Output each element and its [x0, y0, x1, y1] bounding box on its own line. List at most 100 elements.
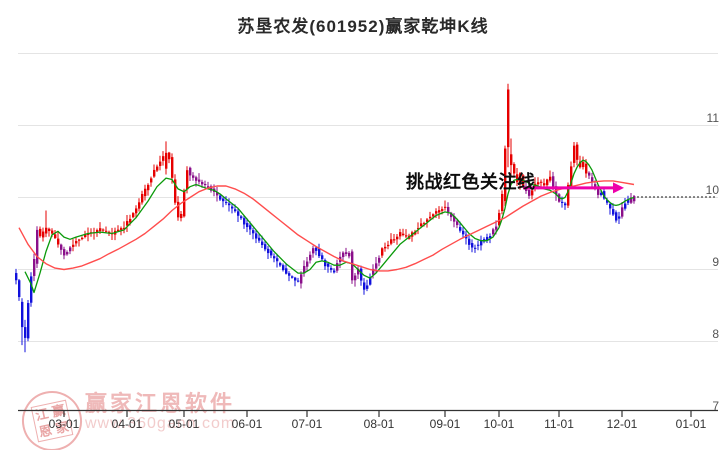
page-title: 苏垦农发(601952)赢家乾坤K线 [237, 17, 489, 36]
candle-body [258, 237, 261, 241]
candle-body [177, 201, 180, 218]
candle-body [567, 184, 570, 206]
candle-body [429, 216, 432, 219]
candle-body [501, 193, 504, 212]
candle-body [129, 218, 132, 223]
candle-body [609, 203, 612, 209]
candle-body [132, 213, 135, 218]
candle-body [252, 230, 255, 234]
candle-body [462, 230, 465, 235]
candle-body [144, 188, 147, 197]
candle-body [99, 228, 102, 232]
candle-body [120, 228, 123, 230]
x-axis-label-03-01: 03-01 [48, 417, 80, 431]
candle-body [570, 166, 573, 188]
candle-body [573, 145, 576, 163]
candle-body [441, 209, 444, 211]
candle-body [78, 239, 81, 241]
candle-body [249, 225, 252, 230]
candle-body [135, 208, 138, 214]
candle-body [294, 277, 297, 281]
candle-body [21, 301, 24, 328]
candle-body [324, 260, 327, 267]
x-axis-label-06-01: 06-01 [231, 417, 263, 431]
candle-body [189, 167, 192, 176]
candle-body [108, 231, 111, 233]
candle-body [444, 206, 447, 208]
candle-body [561, 201, 564, 203]
candle-body [564, 203, 567, 206]
candle-body [168, 152, 171, 160]
candle-body [612, 209, 615, 215]
candle-body [540, 181, 543, 183]
candle-body [582, 162, 585, 168]
candle-body [33, 258, 36, 276]
candle-body [270, 250, 273, 256]
candle-body [417, 228, 420, 230]
candle-body [60, 244, 63, 250]
candle-body [126, 221, 129, 226]
candle-body [423, 223, 426, 225]
candle-body [192, 175, 195, 178]
candle-body [351, 251, 354, 281]
candle-body [51, 230, 54, 234]
candle-body [459, 227, 462, 231]
candle-body [531, 190, 534, 196]
candle-body [240, 216, 243, 219]
candle-body [264, 244, 267, 250]
candle-body [276, 258, 279, 262]
candle-body [576, 144, 579, 160]
candle-body [234, 209, 237, 212]
candle-body [318, 248, 321, 257]
candle-body [201, 181, 204, 185]
candle-body [279, 263, 282, 266]
candle-body [24, 327, 27, 338]
candle-body [402, 233, 405, 236]
candle-body [147, 184, 150, 191]
candle-body [159, 161, 162, 166]
candle-body [432, 214, 435, 217]
candle-body [84, 234, 87, 238]
candle-body [477, 244, 480, 246]
candle-body [186, 170, 189, 190]
candle-body [627, 199, 630, 203]
candle-body [375, 263, 378, 269]
candle-body [549, 176, 552, 181]
y-axis-label-10: 10 [705, 183, 719, 197]
candle-body [621, 207, 624, 217]
candle-body [36, 229, 39, 264]
candle-body [297, 280, 300, 282]
candle-body [588, 172, 591, 176]
candle-body [27, 303, 30, 339]
candle-body [267, 248, 270, 254]
candle-body [69, 247, 72, 252]
candle-body [453, 216, 456, 222]
candle-body [396, 236, 399, 240]
candle-body [45, 227, 48, 234]
candle-body [291, 276, 294, 278]
candle-body [48, 228, 51, 232]
candle-body [321, 255, 324, 260]
candle-body [498, 213, 501, 226]
candle-body [543, 183, 546, 186]
trend-arrow-head-icon [613, 182, 624, 194]
candle-body [222, 198, 225, 202]
candle-body [591, 177, 594, 182]
candle-body [180, 213, 183, 219]
candle-body [579, 161, 582, 168]
candle-body [606, 199, 609, 203]
candle-body [489, 236, 492, 238]
candle-body [309, 254, 312, 261]
candle-body [348, 252, 351, 257]
candle-body [435, 211, 438, 214]
candle-body [282, 265, 285, 271]
candle-body [468, 238, 471, 245]
candle-body [150, 178, 153, 183]
x-axis-label-07-01: 07-01 [291, 417, 323, 431]
candle-body [357, 268, 360, 275]
candle-body [219, 195, 222, 200]
candle-body [633, 196, 636, 202]
candle-body [117, 229, 120, 232]
candle-body [390, 239, 393, 244]
